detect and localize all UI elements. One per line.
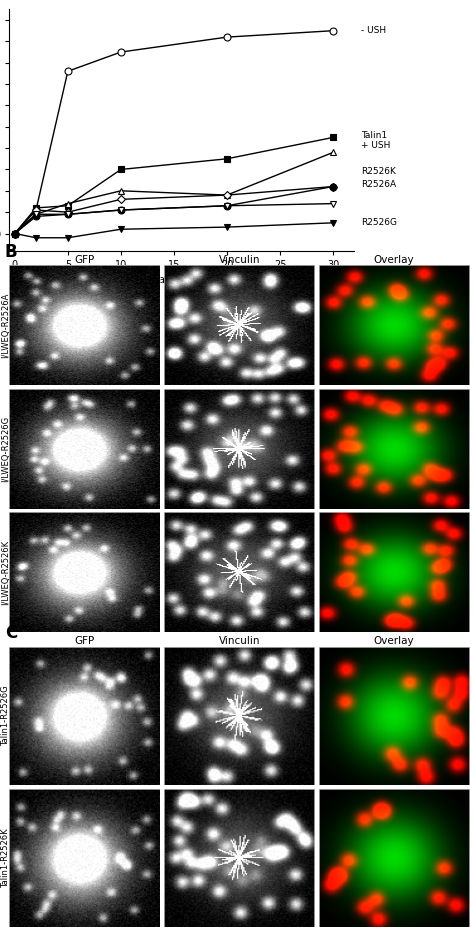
- Y-axis label: I/LWEQ-R2526A: I/LWEQ-R2526A: [1, 293, 10, 358]
- Text: C: C: [5, 624, 17, 642]
- Text: R2526K: R2526K: [361, 168, 396, 176]
- Y-axis label: I/LWEQ-R2526G: I/LWEQ-R2526G: [1, 416, 10, 482]
- Text: R2526A: R2526A: [361, 180, 396, 189]
- Text: Talin1: Talin1: [361, 131, 387, 139]
- Text: B: B: [5, 242, 18, 261]
- Title: GFP: GFP: [74, 636, 95, 646]
- Text: - USH: - USH: [361, 26, 386, 36]
- Text: + USH: + USH: [361, 141, 391, 151]
- Title: GFP: GFP: [74, 255, 95, 265]
- Title: Overlay: Overlay: [374, 255, 414, 265]
- Y-axis label: Talin1-R2526G: Talin1-R2526G: [1, 685, 10, 746]
- Y-axis label: Talin1-R2526K: Talin1-R2526K: [1, 828, 10, 887]
- Text: R2526G: R2526G: [361, 218, 397, 227]
- Title: Vinculin: Vinculin: [219, 255, 260, 265]
- X-axis label: F-actin (μM): F-actin (μM): [148, 275, 215, 285]
- Title: Overlay: Overlay: [374, 636, 414, 646]
- Title: Vinculin: Vinculin: [219, 636, 260, 646]
- Y-axis label: I/LWEQ-R2526K: I/LWEQ-R2526K: [1, 539, 10, 605]
